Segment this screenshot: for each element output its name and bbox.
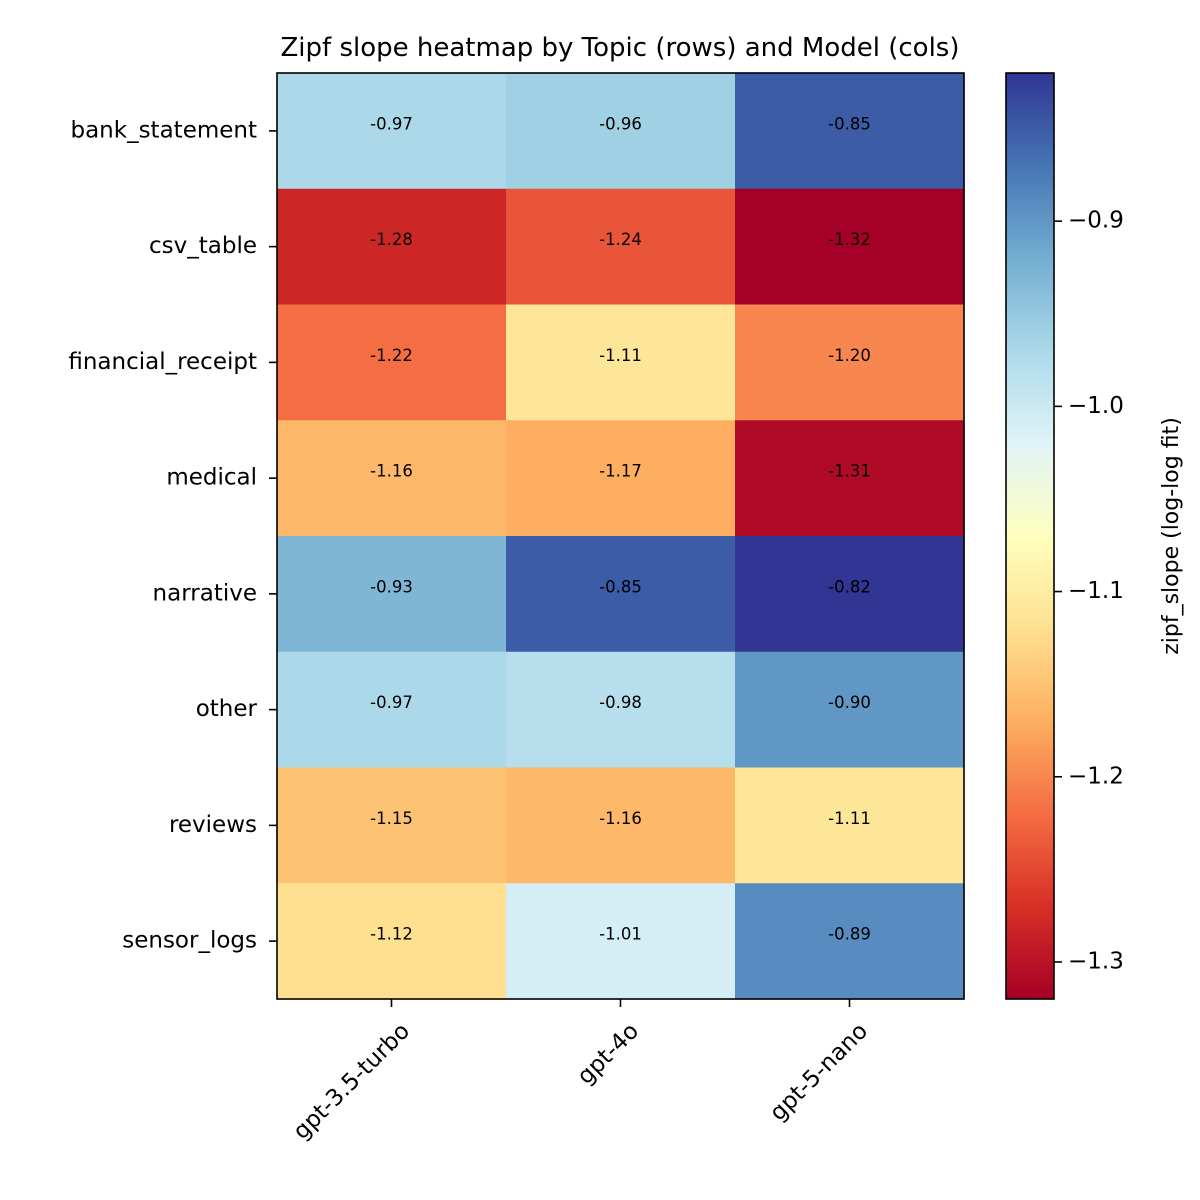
x-tick-label: gpt-4o	[572, 1018, 644, 1090]
y-axis: bank_statement csv_table financial_receipt…	[68, 117, 277, 954]
cell-value-label: -1.22	[370, 346, 413, 365]
heatmap-cell	[506, 536, 736, 653]
cell-value-label: -0.85	[599, 577, 642, 596]
heatmap-cell	[277, 651, 507, 769]
heatmap-cell	[277, 883, 507, 1000]
colorbar-tick-label: −1.1	[1068, 578, 1124, 604]
heatmap-cell	[735, 304, 965, 421]
heatmap-cell	[277, 188, 507, 306]
cell-value-label: -0.85	[828, 114, 871, 133]
colorbar-tick-label: −1.2	[1068, 763, 1124, 789]
cell-value-label: -1.31	[828, 462, 871, 481]
heatmap-cell	[277, 767, 507, 884]
cell-value-label: -1.28	[370, 230, 413, 249]
colorbar-tick-label: −1.3	[1068, 948, 1124, 974]
cell-value-label: -1.11	[828, 809, 871, 828]
heatmap-cell	[506, 188, 736, 306]
y-tick-label: reviews	[169, 812, 257, 838]
cell-value-label: -1.11	[599, 346, 642, 365]
cell-value-label: -0.89	[828, 925, 871, 944]
heatmap-cell	[735, 651, 965, 769]
heatmap-cell	[506, 883, 736, 1000]
heatmap-cells	[277, 73, 965, 1000]
cell-value-label: -1.17	[599, 462, 642, 481]
x-axis: gpt-3.5-turbo gpt-4o gpt-5-nano	[288, 999, 873, 1145]
heatmap-cell	[735, 420, 965, 537]
heatmap-cell	[506, 420, 736, 537]
cell-value-label: -1.16	[370, 462, 413, 481]
colorbar-tick-label: −1.0	[1068, 393, 1124, 419]
cell-value-label: -1.15	[370, 809, 413, 828]
y-tick-label: narrative	[153, 580, 257, 606]
cell-value-label: -0.82	[828, 577, 871, 596]
y-tick-label: financial_receipt	[68, 349, 257, 375]
cell-value-label: -1.16	[599, 809, 642, 828]
colorbar-tick-label: −0.9	[1068, 208, 1124, 234]
colorbar-ticks: −0.9 −1.0 −1.1 −1.2 −1.3	[1054, 208, 1124, 974]
cell-value-label: -1.32	[828, 230, 871, 249]
heatmap-cell-labels: -0.97 -0.96 -0.85 -1.28 -1.24 -1.32 -1.22 -1.11…	[370, 114, 871, 943]
colorbar-label: zipf_slope (log-log fit)	[1159, 417, 1184, 655]
y-tick-label: medical	[166, 465, 257, 491]
y-tick-label: other	[196, 696, 258, 722]
colorbar: −0.9 −1.0 −1.1 −1.2 −1.3 zipf_slope (log-log…	[1005, 72, 1184, 1000]
heatmap-cell	[506, 651, 736, 769]
cell-value-label: -1.20	[828, 346, 871, 365]
heatmap-cell	[735, 188, 965, 306]
y-tick-label: csv_table	[149, 233, 257, 259]
heatmap-cell	[506, 304, 736, 421]
y-tick-label: bank_statement	[70, 117, 257, 143]
heatmap-cell	[506, 73, 736, 190]
heatmap-cell	[277, 304, 507, 421]
cell-value-label: -1.12	[370, 925, 413, 944]
cell-value-label: -0.97	[370, 693, 413, 712]
heatmap-cell	[735, 73, 965, 190]
heatmap-cell	[277, 73, 507, 190]
cell-value-label: -1.24	[599, 230, 642, 249]
heatmap-cell	[735, 883, 965, 1000]
colorbar-frame	[1005, 72, 1055, 1000]
y-tick-label: sensor_logs	[122, 928, 257, 954]
cell-value-label: -0.90	[828, 693, 871, 712]
x-tick-label: gpt-5-nano	[765, 1018, 873, 1126]
cell-value-label: -1.01	[599, 925, 642, 944]
heatmap-cell	[277, 420, 507, 537]
heatmap-cell	[735, 767, 965, 884]
heatmap-cell	[277, 536, 507, 653]
cell-value-label: -0.98	[599, 693, 642, 712]
colorbar-gradient	[1006, 73, 1054, 999]
cell-value-label: -0.97	[370, 114, 413, 133]
heatmap-cell	[735, 536, 965, 653]
cell-value-label: -0.96	[599, 114, 642, 133]
heatmap-cell	[506, 767, 736, 884]
chart-title: Zipf slope heatmap by Topic (rows) and M…	[281, 33, 960, 63]
x-tick-label: gpt-3.5-turbo	[288, 1018, 415, 1145]
cell-value-label: -0.93	[370, 577, 413, 596]
